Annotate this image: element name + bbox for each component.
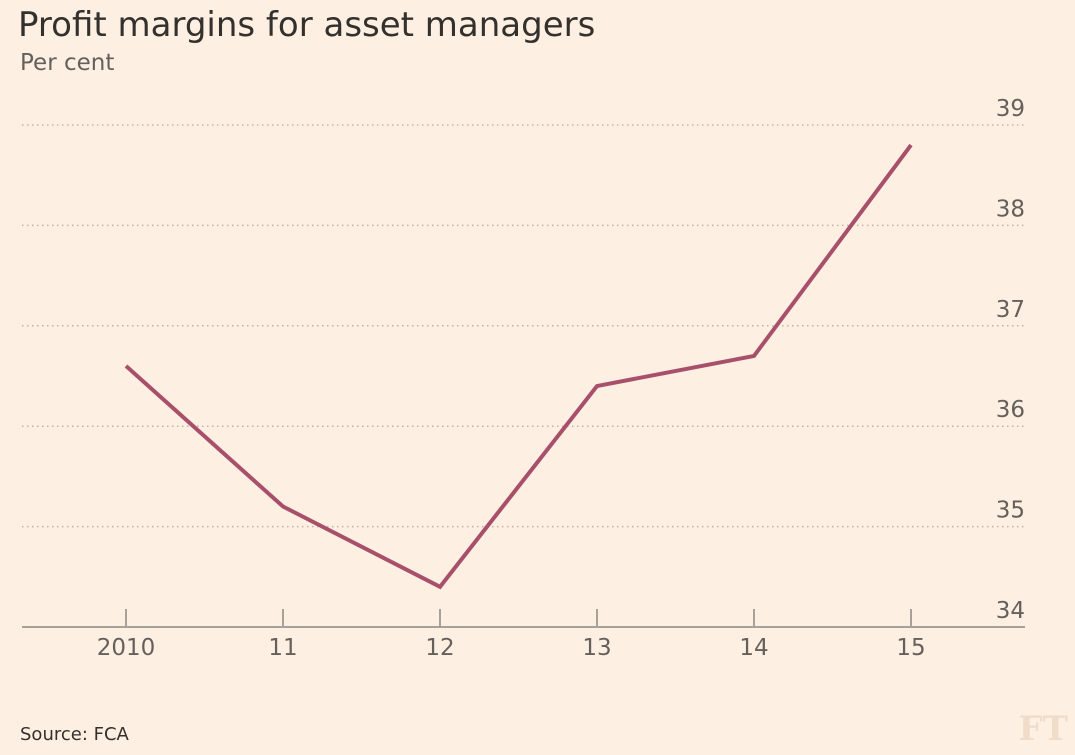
series-line bbox=[124, 143, 913, 590]
x-tick-label: 13 bbox=[582, 635, 611, 661]
x-axis-ticks: 2010 11 12 13 14 15 bbox=[97, 609, 926, 661]
x-tick-label: 12 bbox=[425, 635, 454, 661]
y-tick-label: 38 bbox=[996, 196, 1025, 222]
y-axis-ticks: 34 35 36 37 38 39 bbox=[996, 96, 1025, 624]
y-tick-label: 37 bbox=[996, 297, 1025, 323]
series-layer bbox=[124, 143, 913, 590]
y-tick-label: 39 bbox=[996, 96, 1025, 122]
x-tick-label: 14 bbox=[739, 635, 768, 661]
x-tick-label: 11 bbox=[268, 635, 297, 661]
chart-title: Profit margins for asset managers bbox=[18, 5, 595, 45]
gridlines bbox=[22, 124, 1025, 528]
ft-logo: FT bbox=[1019, 709, 1068, 749]
y-tick-label: 34 bbox=[996, 598, 1025, 624]
y-tick-label: 36 bbox=[996, 397, 1025, 423]
source-note: Source: FCA bbox=[20, 724, 130, 745]
y-tick-label: 35 bbox=[996, 498, 1025, 524]
x-tick-label: 2010 bbox=[97, 635, 156, 661]
chart-subtitle: Per cent bbox=[20, 50, 114, 76]
x-tick-label: 15 bbox=[896, 635, 925, 661]
